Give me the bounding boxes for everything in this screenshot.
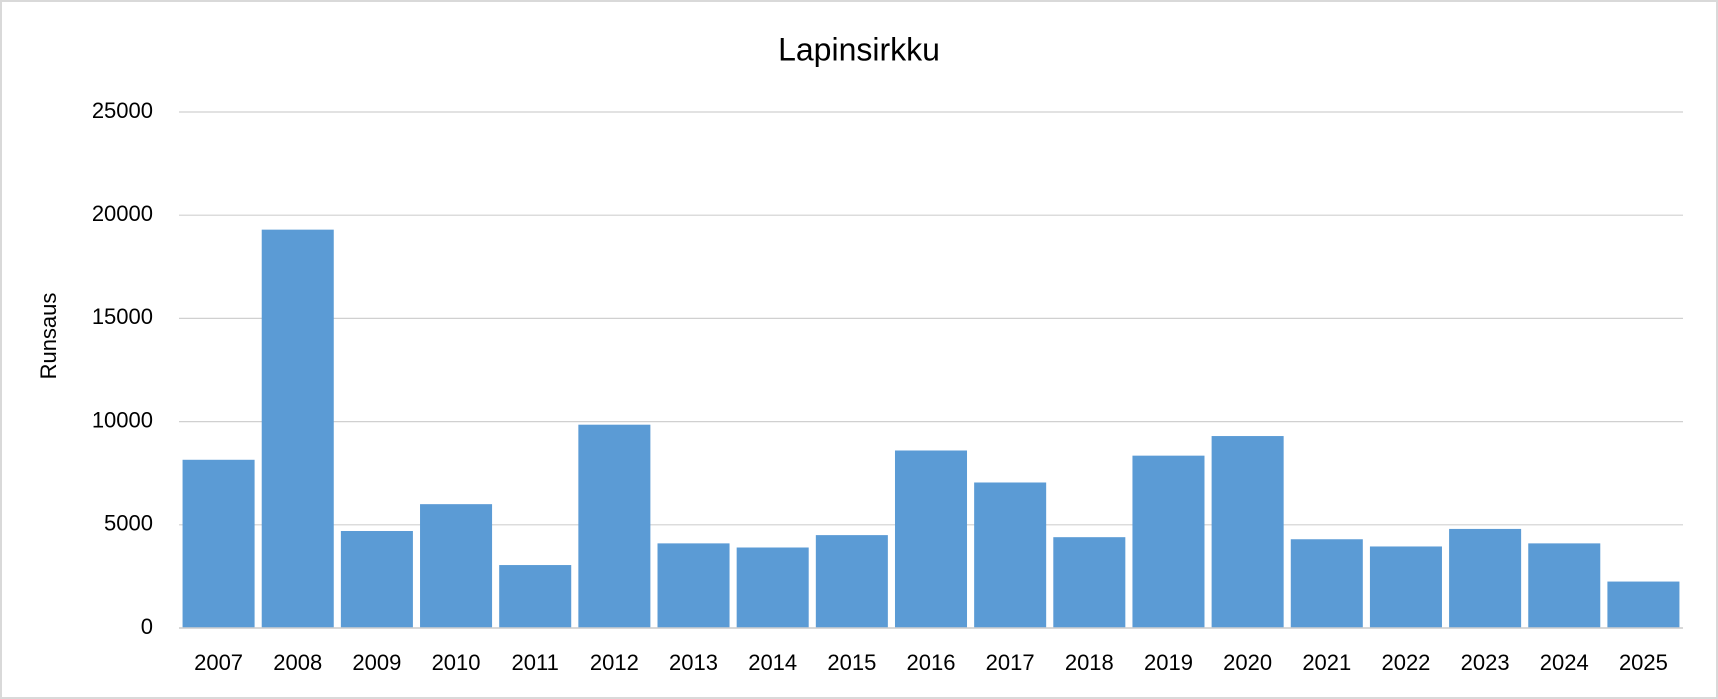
chart-title: Lapinsirkku xyxy=(778,31,940,67)
bar xyxy=(261,229,334,628)
x-tick-label: 2014 xyxy=(748,650,797,675)
bar xyxy=(736,547,809,628)
x-tick-label: 2017 xyxy=(986,650,1035,675)
bar xyxy=(974,482,1047,628)
bar xyxy=(340,530,413,628)
y-axis-label: Runsaus xyxy=(36,293,61,380)
bar xyxy=(657,543,730,628)
bar xyxy=(1132,455,1205,628)
y-tick-label: 15000 xyxy=(92,304,153,329)
x-tick-label: 2007 xyxy=(194,650,243,675)
bar xyxy=(182,459,255,628)
y-tick-label: 5000 xyxy=(104,511,153,536)
bar xyxy=(1369,546,1442,628)
x-tick-label: 2023 xyxy=(1461,650,1510,675)
x-tick-label: 2010 xyxy=(432,650,481,675)
x-tick-label: 2020 xyxy=(1223,650,1272,675)
bar xyxy=(499,565,572,628)
bar xyxy=(1211,436,1284,628)
x-tick-label: 2011 xyxy=(512,650,559,675)
x-tick-label: 2016 xyxy=(907,650,956,675)
bar xyxy=(420,504,493,628)
bar xyxy=(815,535,888,628)
y-tick-label: 10000 xyxy=(92,407,153,432)
bar xyxy=(894,450,968,628)
x-tick-label: 2013 xyxy=(669,650,718,675)
y-tick-label: 25000 xyxy=(92,98,153,123)
x-tick-label: 2019 xyxy=(1144,650,1193,675)
bar xyxy=(1607,581,1680,628)
x-tick-label: 2021 xyxy=(1302,650,1351,675)
y-tick-label: 20000 xyxy=(92,201,153,226)
x-tick-label: 2008 xyxy=(273,650,322,675)
x-tick-label: 2009 xyxy=(352,650,401,675)
x-tick-label: 2025 xyxy=(1619,650,1668,675)
x-tick-label: 2012 xyxy=(590,650,639,675)
y-tick-label: 0 xyxy=(141,614,153,639)
x-tick-label: 2024 xyxy=(1540,650,1589,675)
bar xyxy=(1528,543,1601,628)
x-tick-label: 2018 xyxy=(1065,650,1114,675)
bar xyxy=(1290,539,1363,628)
bar xyxy=(1053,537,1126,628)
x-tick-label: 2022 xyxy=(1381,650,1430,675)
x-tick-label: 2015 xyxy=(827,650,876,675)
bar xyxy=(1449,528,1522,628)
bar xyxy=(578,424,651,628)
